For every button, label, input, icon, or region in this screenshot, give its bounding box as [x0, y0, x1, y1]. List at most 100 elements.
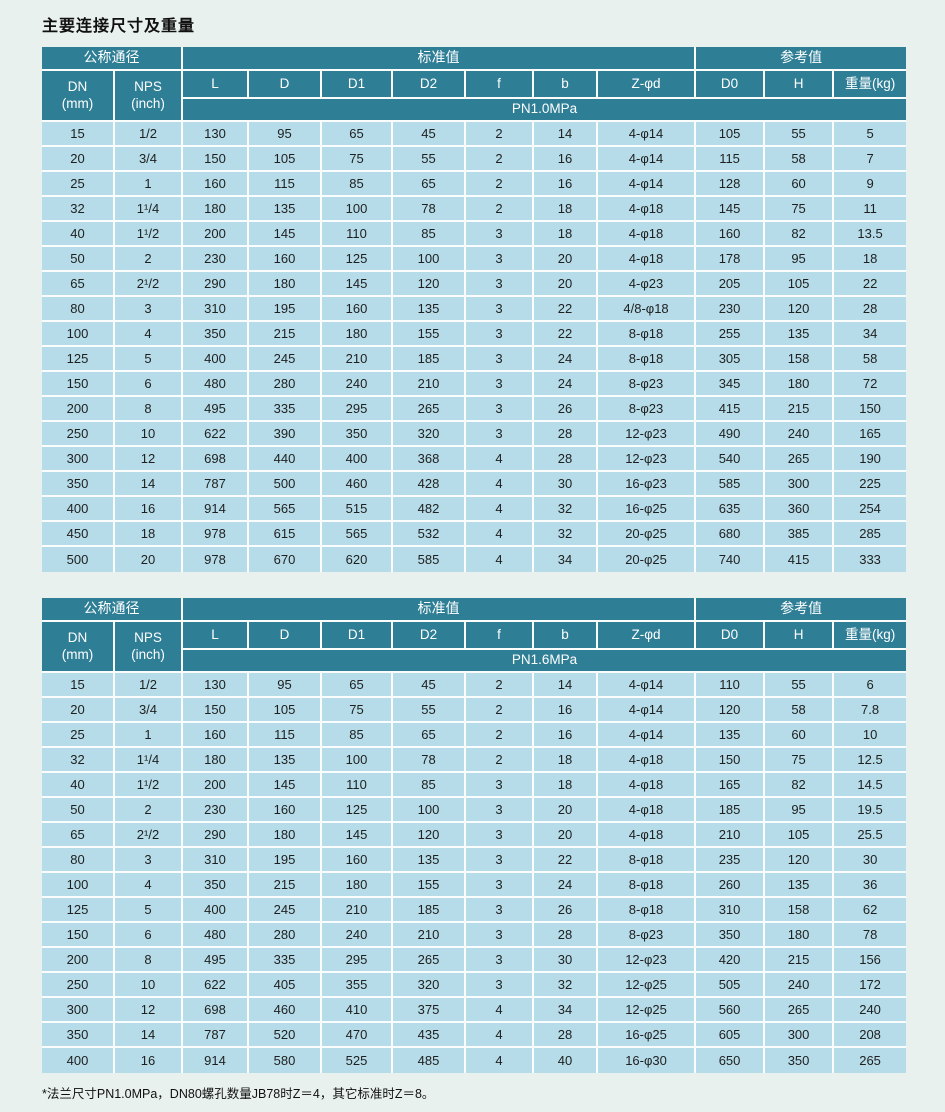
table-cell: 3: [466, 823, 534, 848]
table-cell: 15: [42, 122, 115, 147]
table-cell: 4-φ18: [598, 798, 697, 823]
table-cell: 210: [322, 898, 393, 923]
table-cell: 350: [696, 923, 766, 948]
table-cell: 2: [466, 698, 534, 723]
table-cell: 145: [322, 823, 393, 848]
table-cell: 4/8-φ18: [598, 297, 697, 322]
table-cell: 210: [393, 923, 466, 948]
table-cell: 285: [834, 522, 907, 547]
table-cell: 110: [322, 773, 393, 798]
table-cell: 335: [249, 397, 322, 422]
table-row: 150 6 480 280 240 210 3 24 8-φ23 345 180 72: [42, 372, 907, 397]
table-row: 80 3 310 195 160 135 3 22 4/8-φ18 230 120 28: [42, 297, 907, 322]
table-cell: 58: [765, 698, 835, 723]
col-H: H: [765, 71, 835, 99]
table-cell: 1: [115, 723, 183, 748]
table-cell: 400: [42, 1048, 115, 1073]
table-cell: 215: [249, 322, 322, 347]
table-row: 125 5 400 245 210 185 3 24 8-φ18 305 158 58: [42, 347, 907, 372]
table-cell: 480: [183, 923, 249, 948]
table-row: 20 3/4 150 105 75 55 2 16 4-φ14 115 58 7: [42, 147, 907, 172]
table-cell: 34: [534, 998, 598, 1023]
col-weight-kg: 重量(kg): [834, 622, 907, 650]
table-cell: 55: [765, 673, 835, 698]
group-reference-values: 参考值: [696, 47, 907, 71]
col-L: L: [183, 622, 249, 650]
table-cell: 22: [534, 297, 598, 322]
table-cell: 158: [765, 347, 835, 372]
table-cell: 405: [249, 973, 322, 998]
table-cell: 250: [42, 422, 115, 447]
table-cell: 230: [183, 247, 249, 272]
table-cell: 520: [249, 1023, 322, 1048]
table-cell: 240: [322, 923, 393, 948]
table-cell: 240: [834, 998, 907, 1023]
table-cell: 25: [42, 723, 115, 748]
table-row: 15 1/2 130 95 65 45 2 14 4-φ14 110 55 6: [42, 673, 907, 698]
table-cell: 208: [834, 1023, 907, 1048]
table-cell: 622: [183, 422, 249, 447]
table-cell: 50: [42, 798, 115, 823]
table-cell: 580: [249, 1048, 322, 1073]
group-nominal-diameter: 公称通径: [42, 47, 183, 71]
table-cell: 60: [765, 172, 835, 197]
table-cell: 82: [765, 222, 835, 247]
group-standard-values: 标准值: [183, 47, 697, 71]
table-cell: 4: [466, 522, 534, 547]
table-cell: 5: [115, 898, 183, 923]
table-cell: 8-φ18: [598, 322, 697, 347]
dimension-table-pn1.6: 公称通径 标准值 参考值 DN (mm) NPS (inch) L D D1 D…: [42, 598, 907, 1073]
table-cell: 100: [393, 247, 466, 272]
table-cell: 3: [466, 272, 534, 297]
table-cell: 18: [534, 222, 598, 247]
table-cell: 105: [249, 698, 322, 723]
table-cell: 160: [183, 172, 249, 197]
table-cell: 120: [696, 698, 766, 723]
table-cell: 40: [42, 222, 115, 247]
table-cell: 180: [183, 197, 249, 222]
table-cell: 978: [183, 547, 249, 572]
table-cell: 135: [393, 297, 466, 322]
table-cell: 115: [249, 172, 322, 197]
table-cell: 235: [696, 848, 766, 873]
table-cell: 32: [42, 748, 115, 773]
table-cell: 100: [42, 873, 115, 898]
table-cell: 410: [322, 998, 393, 1023]
table-cell: 240: [322, 372, 393, 397]
table-row: 150 6 480 280 240 210 3 28 8-φ23 350 180 78: [42, 923, 907, 948]
table-cell: 75: [765, 748, 835, 773]
table-cell: 78: [393, 197, 466, 222]
table-cell: 3: [466, 948, 534, 973]
table-cell: 2¹/2: [115, 272, 183, 297]
table-cell: 210: [393, 372, 466, 397]
col-f: f: [466, 622, 534, 650]
table-cell: 415: [765, 547, 835, 572]
table-cell: 2: [466, 197, 534, 222]
table-cell: 2: [115, 247, 183, 272]
table-cell: 8-φ18: [598, 873, 697, 898]
pressure-class-row: PN1.6MPa: [42, 650, 907, 673]
table-cell: 290: [183, 823, 249, 848]
table-cell: 500: [249, 472, 322, 497]
table-cell: 3: [466, 848, 534, 873]
table-cell: 2: [466, 748, 534, 773]
table-cell: 65: [322, 673, 393, 698]
table-cell: 8: [115, 948, 183, 973]
table-cell: 145: [696, 197, 766, 222]
table-cell: 3/4: [115, 147, 183, 172]
table-cell: 375: [393, 998, 466, 1023]
table-cell: 150: [42, 923, 115, 948]
table-cell: 85: [322, 172, 393, 197]
table-cell: 360: [765, 497, 835, 522]
table-cell: 3: [466, 297, 534, 322]
table-cell: 4-φ18: [598, 823, 697, 848]
table-cell: 255: [696, 322, 766, 347]
table-cell: 350: [183, 873, 249, 898]
table-cell: 135: [696, 723, 766, 748]
table-cell: 78: [393, 748, 466, 773]
table-cell: 265: [393, 397, 466, 422]
table-cell: 135: [249, 197, 322, 222]
table-row: 400 16 914 565 515 482 4 32 16-φ25 635 360 254: [42, 497, 907, 522]
table-row: 125 5 400 245 210 185 3 26 8-φ18 310 158 62: [42, 898, 907, 923]
